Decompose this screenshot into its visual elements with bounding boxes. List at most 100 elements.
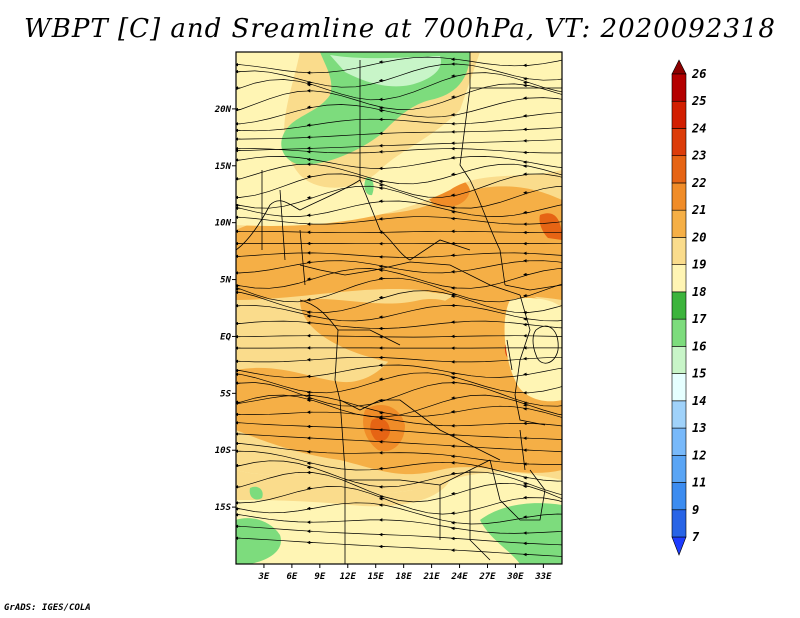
colorbar-swatch (671, 155, 687, 184)
colorbar-top-arrow (671, 59, 687, 75)
streamline (236, 63, 562, 88)
colorbar-label: 12 (692, 448, 706, 462)
lat-tick-label: EQ (220, 332, 231, 342)
colorbar-label: 14 (692, 394, 706, 408)
wbpt-zone-21-south (236, 289, 562, 475)
streamline (236, 185, 562, 209)
streamline (236, 97, 562, 125)
streamline (236, 356, 562, 363)
lat-tick-label: 20N (214, 105, 232, 115)
colorbar-label: 13 (692, 421, 706, 435)
streamline (236, 290, 562, 313)
colorbar-label: 19 (692, 258, 706, 272)
map-area (236, 52, 562, 564)
colorbar-swatch (671, 373, 687, 402)
wbpt-zone-23-east (539, 213, 562, 240)
wbpt-zone-19-north (236, 52, 562, 226)
map-frame (235, 51, 563, 565)
lat-tick-label: 10N (215, 219, 232, 229)
colorbar-label: 25 (691, 94, 706, 108)
colorbar-label: 15 (692, 367, 706, 381)
colorbar-swatch (671, 237, 687, 265)
colorbar-swatch (671, 73, 687, 102)
streamline (236, 411, 562, 427)
colorbar: 7 9 11 12 13 14 15 16 17 18 19 20 21 22 23 24 25 26 (671, 59, 707, 556)
streamline (236, 471, 562, 503)
streamline (236, 320, 562, 329)
streamline (236, 230, 562, 234)
colorbar-label: 17 (692, 312, 707, 326)
colorbar-swatch (671, 264, 687, 293)
colorbar-label: 9 (692, 503, 699, 517)
latitude-axis: 20N 15N 10N 5N EQ 5S 10S 15S (214, 105, 236, 513)
streamline (236, 200, 562, 217)
colorbar-swatch (671, 454, 687, 483)
wbpt-zone-21-center (300, 298, 470, 364)
lat-tick-label: 15N (215, 162, 232, 172)
streamline (236, 394, 562, 418)
colorbar-label: 26 (691, 67, 706, 81)
colorbar-swatch (671, 182, 687, 211)
colorbar-swatch (671, 427, 687, 456)
wbpt-zone-21-north (236, 186, 562, 300)
streamline (236, 486, 562, 515)
colorbar-swatch (671, 400, 687, 429)
streamline (236, 156, 562, 169)
streamline (236, 127, 562, 140)
streamline (236, 268, 562, 289)
streamline (236, 173, 562, 198)
streamline (236, 335, 562, 338)
colorbar-label: 23 (691, 149, 706, 163)
colorbar-swatch (671, 346, 687, 374)
wbpt-zone-17-spot (249, 486, 263, 500)
streamline (236, 72, 562, 101)
colorbar-label: 20 (691, 230, 706, 244)
colorbar-label: 7 (692, 530, 700, 544)
colorbar-label: 22 (691, 176, 706, 190)
streamline (236, 382, 562, 407)
lon-tick-label: 24E (450, 572, 468, 582)
streamline (236, 513, 562, 534)
chart-title: WBPT [C] and Sreamline at 700hPa, VT: 20… (24, 14, 776, 44)
streamline (236, 305, 562, 322)
colorbar-swatch (671, 100, 687, 129)
streamline (236, 442, 562, 465)
streamline (236, 450, 562, 482)
wbpt-zone-20-south (236, 470, 450, 507)
streamline (236, 163, 562, 185)
streamline (236, 525, 562, 546)
streamline (236, 433, 562, 453)
colorbar-bottom-arrow (671, 536, 687, 556)
colorbar-swatch (671, 482, 687, 511)
streamline (236, 216, 562, 225)
lon-tick-label: 15E (368, 572, 385, 582)
streamline (236, 372, 562, 394)
streamline (236, 148, 562, 154)
streamline (236, 277, 562, 303)
streamline (236, 502, 562, 525)
wbpt-zone-16-sahara (330, 55, 441, 87)
lat-tick-label: 5N (220, 276, 231, 286)
lat-tick-label: 5S (220, 389, 231, 399)
streamline (236, 252, 562, 258)
lon-tick-label: 3E (258, 572, 270, 582)
streamline (236, 260, 562, 274)
lon-tick-label: 6E (286, 572, 297, 582)
lon-tick-label: 9E (314, 572, 325, 582)
colorbar-label: 21 (691, 203, 706, 217)
lat-tick-label: 10S (215, 446, 232, 456)
lon-tick-label: 21E (422, 572, 440, 582)
colorbar-label: 24 (691, 121, 706, 135)
colorbar-swatch (671, 318, 687, 347)
wbpt-zone-17-namibia (236, 518, 281, 564)
lon-tick-label: 18E (396, 572, 413, 582)
streamline (236, 139, 562, 152)
streamline (236, 364, 562, 378)
lon-tick-label: 12E (340, 572, 357, 582)
lat-tick-label: 15S (215, 503, 232, 513)
streamline (236, 460, 562, 496)
longitude-axis: 3E 6E 9E 12E 15E 18E 21E 24E 27E 30E 33E (258, 564, 552, 582)
colorbar-swatch (671, 509, 687, 538)
colorbar-label: 11 (692, 476, 706, 490)
